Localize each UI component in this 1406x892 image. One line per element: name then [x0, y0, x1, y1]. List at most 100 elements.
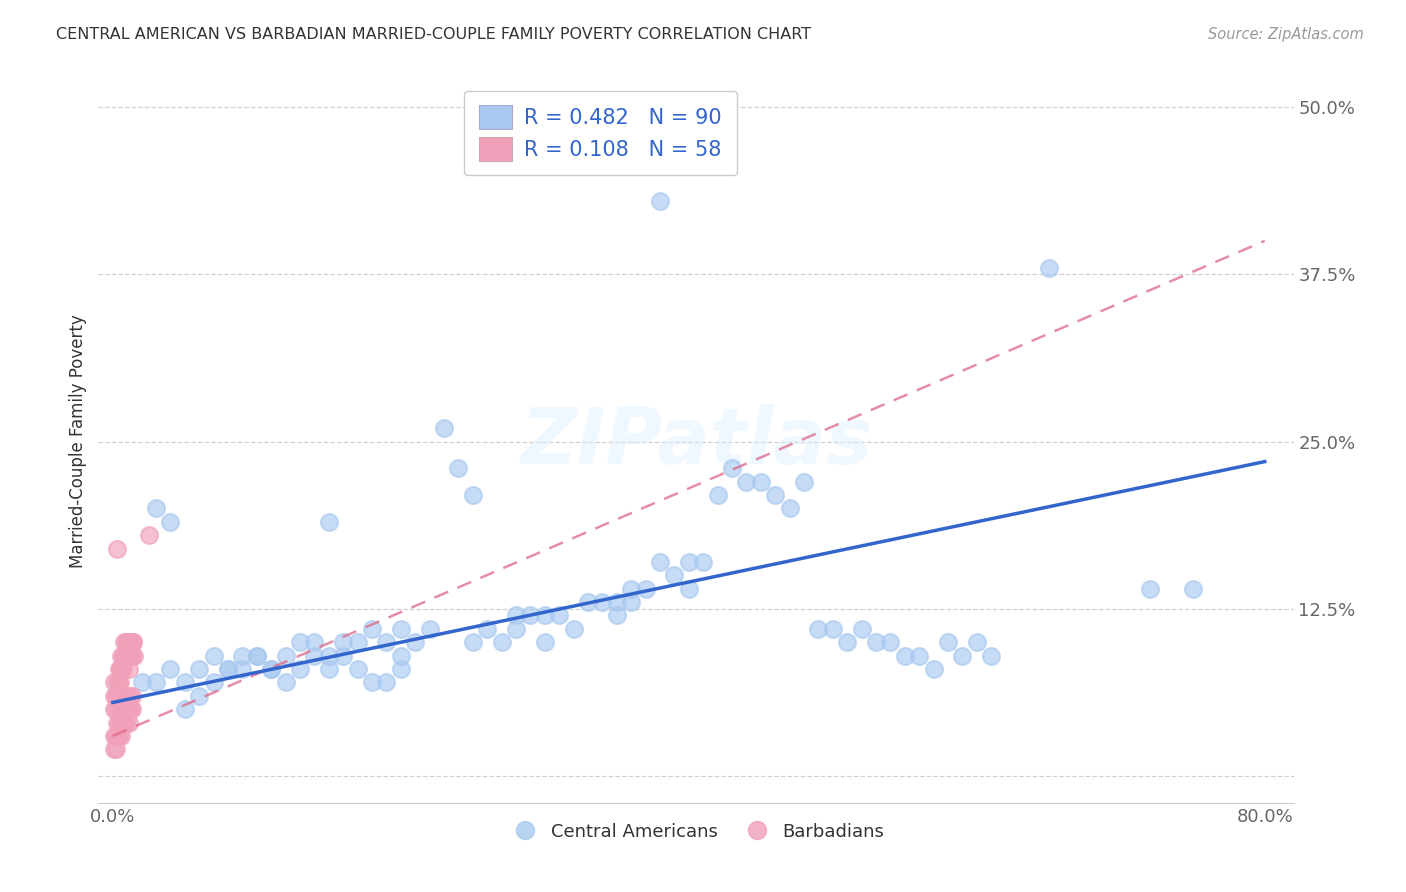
Point: [118, 702, 141, 716]
Point: [346, 635, 368, 649]
Point: [908, 648, 931, 663]
Point: [105, 715, 128, 730]
Point: [879, 635, 901, 649]
Point: [103, 689, 125, 703]
Point: [274, 675, 297, 690]
Point: [103, 702, 125, 716]
Point: [103, 742, 125, 756]
Point: [103, 675, 125, 690]
Point: [288, 662, 311, 676]
Point: [173, 675, 195, 690]
Point: [332, 635, 354, 649]
Point: [217, 662, 239, 676]
Point: [202, 675, 225, 690]
Point: [231, 648, 253, 663]
Point: [548, 608, 571, 623]
Point: [922, 662, 945, 676]
Point: [110, 715, 132, 730]
Point: [121, 635, 143, 649]
Point: [145, 675, 167, 690]
Point: [115, 648, 138, 663]
Point: [606, 608, 628, 623]
Point: [634, 582, 657, 596]
Point: [260, 662, 283, 676]
Point: [505, 622, 527, 636]
Point: [591, 595, 613, 609]
Point: [115, 635, 138, 649]
Point: [107, 715, 129, 730]
Point: [105, 675, 128, 690]
Point: [118, 715, 141, 730]
Point: [108, 662, 131, 676]
Point: [304, 648, 326, 663]
Point: [749, 475, 772, 489]
Point: [120, 702, 142, 716]
Point: [318, 515, 340, 529]
Point: [111, 715, 134, 730]
Point: [533, 635, 555, 649]
Point: [120, 635, 142, 649]
Point: [664, 568, 686, 582]
Point: [188, 662, 211, 676]
Point: [108, 675, 131, 690]
Point: [231, 662, 253, 676]
Point: [389, 662, 412, 676]
Point: [246, 648, 269, 663]
Point: [112, 635, 135, 649]
Point: [159, 662, 181, 676]
Point: [706, 488, 728, 502]
Point: [519, 608, 541, 623]
Point: [477, 622, 499, 636]
Point: [104, 729, 127, 743]
Point: [121, 702, 143, 716]
Point: [114, 635, 136, 649]
Point: [648, 194, 671, 208]
Point: [107, 675, 129, 690]
Y-axis label: Married-Couple Family Poverty: Married-Couple Family Poverty: [69, 315, 87, 568]
Point: [807, 622, 830, 636]
Point: [419, 622, 441, 636]
Point: [260, 662, 283, 676]
Point: [202, 648, 225, 663]
Point: [966, 635, 988, 649]
Point: [118, 648, 141, 663]
Point: [188, 689, 211, 703]
Point: [447, 461, 470, 475]
Point: [389, 622, 412, 636]
Point: [110, 648, 132, 663]
Point: [111, 662, 134, 676]
Point: [173, 702, 195, 716]
Point: [112, 648, 135, 663]
Point: [115, 689, 138, 703]
Point: [288, 635, 311, 649]
Point: [115, 702, 138, 716]
Point: [332, 648, 354, 663]
Point: [318, 648, 340, 663]
Point: [105, 729, 128, 743]
Point: [120, 648, 142, 663]
Point: [108, 715, 131, 730]
Point: [105, 689, 128, 703]
Point: [648, 555, 671, 569]
Point: [837, 635, 859, 649]
Point: [112, 715, 135, 730]
Point: [107, 662, 129, 676]
Point: [110, 729, 132, 743]
Point: [121, 648, 143, 663]
Point: [131, 675, 153, 690]
Point: [114, 715, 136, 730]
Point: [1038, 260, 1060, 275]
Point: [893, 648, 915, 663]
Point: [505, 608, 527, 623]
Point: [375, 675, 398, 690]
Point: [304, 635, 326, 649]
Point: [159, 515, 181, 529]
Point: [461, 488, 484, 502]
Point: [389, 648, 412, 663]
Point: [606, 595, 628, 609]
Point: [865, 635, 887, 649]
Point: [620, 595, 643, 609]
Point: [491, 635, 513, 649]
Point: [118, 662, 141, 676]
Point: [108, 702, 131, 716]
